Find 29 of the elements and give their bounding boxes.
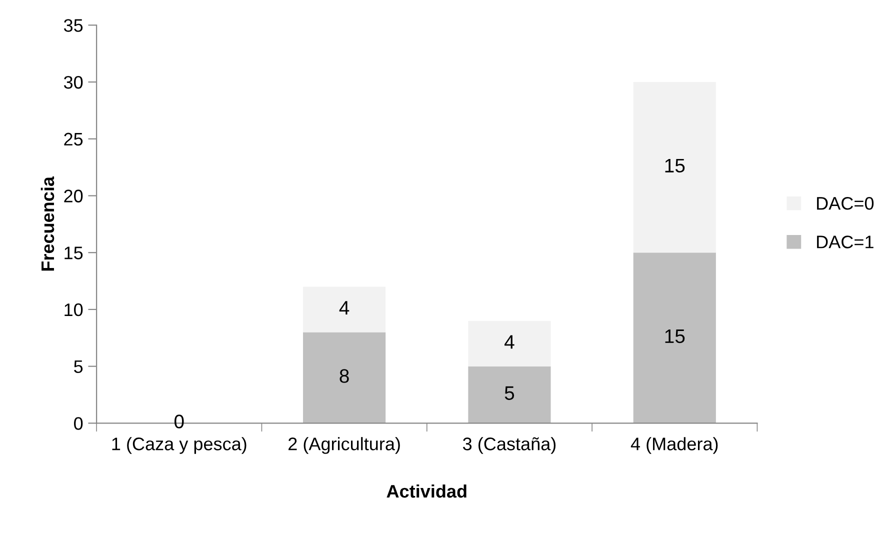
x-tick-label: 4 (Madera) — [630, 437, 718, 454]
data-label: 4 — [339, 301, 350, 314]
y-tick-label: 30 — [64, 76, 83, 89]
y-tick-label: 5 — [74, 360, 83, 374]
bar — [633, 252, 716, 424]
bar — [468, 320, 551, 366]
bar — [633, 82, 716, 253]
data-label: 4 — [504, 335, 514, 349]
y-tick-label: 15 — [64, 246, 83, 260]
y-tick-label: 35 — [64, 19, 83, 32]
y-tick-label: 0 — [74, 417, 83, 430]
y-tick-label: 25 — [64, 132, 83, 146]
y-tick-label: 10 — [64, 303, 83, 316]
bar — [468, 366, 551, 424]
data-label: 15 — [665, 158, 685, 173]
data-label: 15 — [665, 330, 685, 344]
data-label: 0 — [174, 414, 184, 428]
bar — [303, 286, 386, 332]
x-tick-label: 1 (Caza y pesca) — [112, 437, 246, 454]
bar — [303, 332, 386, 424]
y-tick-label: 20 — [64, 190, 83, 202]
y-axis-title: Frecuencia — [40, 176, 54, 271]
legend-label: DAC=0 — [817, 196, 874, 210]
data-label: 8 — [340, 369, 349, 383]
data-label: 5 — [504, 386, 514, 400]
legend-label: DAC=1 — [817, 236, 874, 248]
x-tick-label: 2 (Agricultura) — [288, 437, 400, 454]
x-tick-label: 3 (Castaña) — [462, 437, 556, 454]
x-axis-title: Actividad — [386, 484, 466, 498]
